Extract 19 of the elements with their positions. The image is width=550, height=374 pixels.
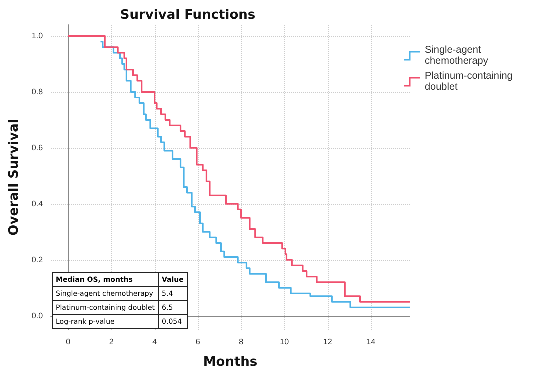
y-axis-title: Overall Survival [7, 119, 22, 236]
x-tick-label: 10 [280, 338, 290, 346]
y-tick-label: 0.6 [32, 144, 44, 153]
x-tick-label: 14 [366, 338, 376, 346]
x-tick-label: 0 [66, 338, 72, 346]
chart-title: Survival Functions [120, 8, 256, 23]
legend-label: Platinum-containing doublet [425, 71, 516, 93]
x-tick-label: 2 [109, 338, 114, 346]
x-axis-title: Months [203, 355, 258, 370]
x-tick-label: 12 [323, 338, 333, 346]
x-tick-label: 4 [152, 338, 158, 346]
y-tick-label: 0.2 [32, 256, 44, 265]
y-tick-label: 0.0 [32, 312, 44, 321]
y-tick-label: 0.8 [32, 88, 44, 97]
y-tick-label: 0.4 [32, 200, 44, 209]
x-tick-label: 6 [196, 338, 201, 346]
x-tick-label: 8 [239, 338, 244, 346]
y-tick-label: 1.0 [32, 32, 44, 41]
legend-label: Single-agent chemotherapy [425, 45, 488, 67]
